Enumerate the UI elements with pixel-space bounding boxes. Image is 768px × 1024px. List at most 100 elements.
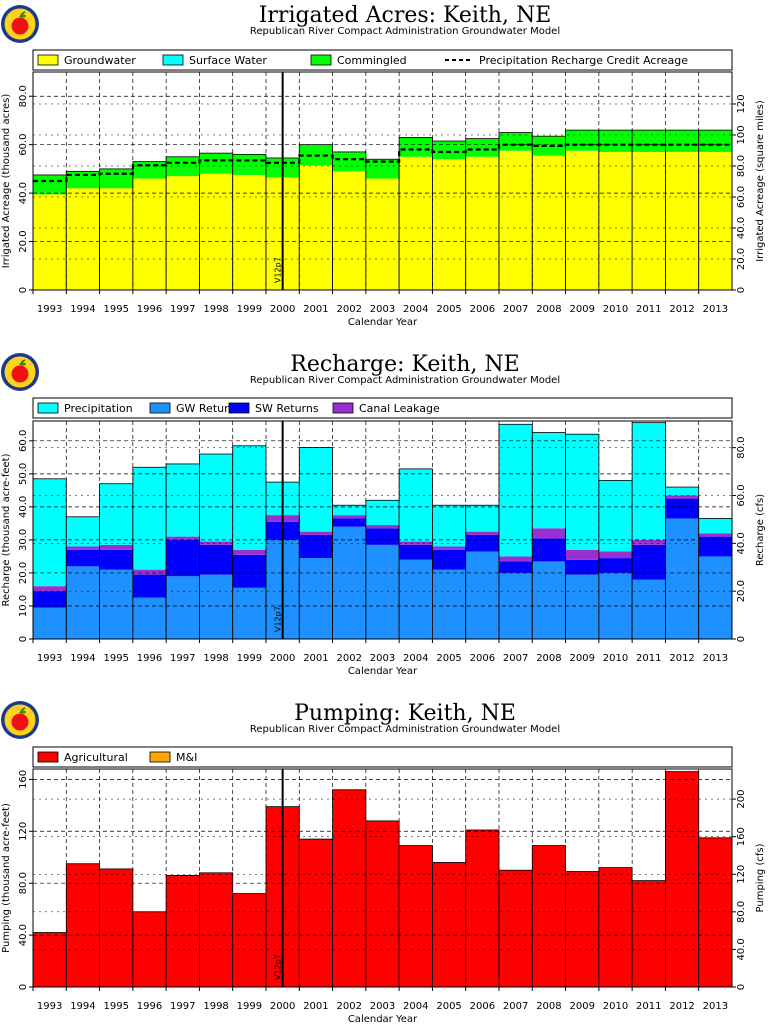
bar-commingled: [465, 138, 499, 157]
x-tick-label: 1998: [203, 1001, 228, 1012]
bar-gw-returns: [698, 556, 732, 639]
y-tick-label: 60.0: [18, 134, 29, 156]
x-tick-label: 1999: [237, 653, 262, 664]
bar-sw-returns: [199, 544, 233, 575]
bar-sw-returns: [465, 534, 499, 552]
legend-swatch: [149, 402, 171, 414]
bar-precipitation: [33, 478, 67, 587]
x-tick-label: 2008: [536, 304, 561, 315]
y-tick-label: 80.0: [18, 85, 29, 107]
bar-canal-leakage: [465, 531, 499, 535]
y2-tick-label: 0: [736, 984, 747, 990]
bar-groundwater: [132, 178, 167, 290]
bar-canal-leakage: [332, 515, 366, 519]
bar-canal-leakage: [432, 546, 466, 550]
bar-groundwater: [598, 151, 633, 290]
bars: [32, 129, 733, 291]
chart-title: Recharge: Keith, NE: [290, 352, 519, 377]
y2-tick-label: 80.0: [736, 155, 747, 177]
gridlines: [33, 421, 732, 639]
x-tick-label: 1993: [37, 1001, 62, 1012]
bars: [32, 771, 733, 988]
bar-groundwater: [432, 159, 466, 290]
bar-commingled: [33, 174, 67, 195]
bar-precipitation: [166, 463, 200, 537]
x-tick-label: 2008: [536, 1001, 561, 1012]
bar-agricultural: [99, 868, 133, 987]
bar-gw-returns: [232, 587, 266, 639]
x-tick-label: 2008: [536, 653, 561, 664]
bar-sw-returns: [432, 549, 466, 570]
bar-precipitation: [499, 424, 533, 557]
bar-canal-leakage: [66, 546, 100, 550]
y-tick-label: 160: [18, 770, 29, 789]
y-tick-label: 40.0: [18, 182, 29, 204]
x-tick-label: 2010: [603, 304, 628, 315]
y2-tick-label: 40.0: [736, 938, 747, 960]
bar-gw-returns: [132, 597, 167, 639]
bar-commingled: [698, 130, 732, 152]
bar-groundwater: [632, 151, 666, 290]
y2-tick-label: 0: [736, 636, 747, 642]
bar-groundwater: [532, 155, 566, 290]
y-tick-label: 30.0: [18, 529, 29, 551]
bar-canal-leakage: [232, 549, 266, 555]
bar-precipitation: [199, 454, 233, 542]
legend-swatch: [149, 751, 171, 763]
bar-agricultural: [698, 837, 732, 987]
bar-precipitation: [465, 505, 499, 532]
chart-subtitle: Republican River Compact Administration …: [250, 375, 560, 386]
x-tick-label: 2012: [669, 304, 694, 315]
apple-icon: [11, 17, 29, 35]
x-tick-label: 1994: [70, 653, 95, 664]
x-tick-label: 2003: [370, 653, 395, 664]
x-tick-label: 1994: [70, 1001, 95, 1012]
x-tick-label: 1998: [203, 653, 228, 664]
bar-agricultural: [66, 863, 100, 987]
y2-tick-label: 60.0: [736, 186, 747, 208]
bar-sw-returns: [499, 561, 533, 573]
legend-swatch: [162, 54, 184, 66]
bar-sw-returns: [299, 534, 333, 559]
x-tick-label: 2003: [370, 304, 395, 315]
bar-agricultural: [465, 829, 499, 987]
x-tick-label: 2001: [303, 1001, 328, 1012]
bar-gw-returns: [332, 526, 366, 639]
bar-sw-returns: [166, 539, 200, 577]
legend-label: Precipitation Recharge Credit Acreage: [479, 54, 688, 67]
bar-groundwater: [399, 156, 433, 290]
bar-agricultural: [499, 870, 533, 987]
bar-precipitation: [232, 445, 266, 550]
x-tick-label: 1995: [103, 653, 128, 664]
bar-gw-returns: [365, 544, 400, 639]
bar-groundwater: [665, 151, 699, 290]
y2-axis-label: Recharge (cfs): [755, 494, 766, 566]
model-version-label: V12p7: [274, 954, 283, 980]
chart-title: Irrigated Acres: Keith, NE: [259, 3, 552, 28]
bar-gw-returns: [532, 561, 566, 639]
bar-commingled: [532, 136, 566, 156]
bar-sw-returns: [332, 518, 366, 527]
y-tick-label: 20.0: [18, 562, 29, 584]
chart-subtitle: Republican River Compact Administration …: [250, 26, 560, 37]
y-axis-label: Pumping (thousand acre-feet): [1, 803, 12, 953]
x-tick-label: 2009: [569, 1001, 594, 1012]
y2-tick-label: 20.0: [736, 248, 747, 270]
chart-subtitle: Republican River Compact Administration …: [250, 724, 560, 735]
x-tick-label: 2013: [703, 1001, 728, 1012]
bar-agricultural: [33, 932, 67, 987]
x-tick-label: 1993: [37, 653, 62, 664]
bar-agricultural: [166, 875, 200, 987]
gridlines: [33, 72, 732, 290]
bar-groundwater: [33, 194, 67, 290]
bar-canal-leakage: [665, 495, 699, 499]
legend-label: M&I: [176, 751, 197, 764]
legend-label: Precipitation: [64, 402, 133, 415]
bar-gw-returns: [665, 518, 699, 639]
bar-sw-returns: [132, 574, 167, 598]
x-tick-label: 2006: [470, 653, 495, 664]
x-tick-label: 1994: [70, 304, 95, 315]
x-tick-label: 2010: [603, 1001, 628, 1012]
bar-sw-returns: [232, 554, 266, 588]
